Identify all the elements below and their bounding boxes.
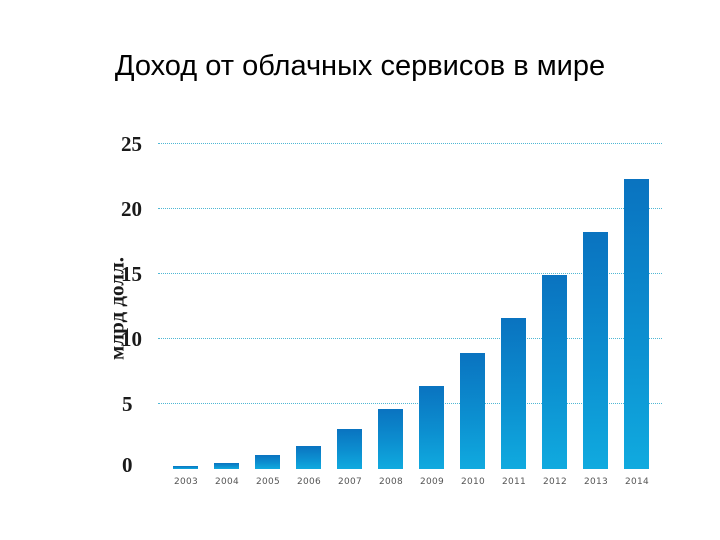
x-tick-label: 2007 <box>337 477 363 487</box>
gridline <box>158 273 662 274</box>
bar-2012 <box>542 275 567 469</box>
y-tick-label: 10 <box>121 327 142 351</box>
bar-2009 <box>419 385 444 469</box>
gridline <box>158 208 662 209</box>
bar-2004 <box>214 462 239 469</box>
x-tick-label: 2014 <box>624 477 650 487</box>
x-tick-label: 2008 <box>378 477 404 487</box>
gridline <box>158 338 662 339</box>
x-tick-label: 2009 <box>419 477 445 487</box>
gridline <box>158 143 662 144</box>
bar-2011 <box>501 318 526 469</box>
y-tick-label: 5 <box>122 392 133 416</box>
bar-2010 <box>460 353 485 469</box>
x-tick-label: 2004 <box>214 477 240 487</box>
y-tick-label: 15 <box>121 262 142 286</box>
x-tick-label: 2013 <box>583 477 609 487</box>
bar-2013 <box>583 232 608 469</box>
x-tick-label: 2011 <box>501 477 527 487</box>
bar-2006 <box>296 445 321 469</box>
gridline <box>158 403 662 404</box>
chart-title: Доход от облачных сервисов в мире <box>114 50 606 82</box>
bar-2003 <box>173 466 198 469</box>
bar-2007 <box>337 428 362 469</box>
x-tick-label: 2012 <box>542 477 568 487</box>
bar-2008 <box>378 409 403 469</box>
x-tick-label: 2003 <box>173 477 199 487</box>
y-tick-label: 25 <box>121 132 142 156</box>
x-tick-label: 2006 <box>296 477 322 487</box>
y-tick-label: 20 <box>121 197 142 221</box>
x-tick-label: 2005 <box>255 477 281 487</box>
x-tick-label: 2010 <box>460 477 486 487</box>
bar-2014 <box>624 179 649 469</box>
y-tick-label: 0 <box>122 453 133 477</box>
bar-2005 <box>255 454 280 469</box>
